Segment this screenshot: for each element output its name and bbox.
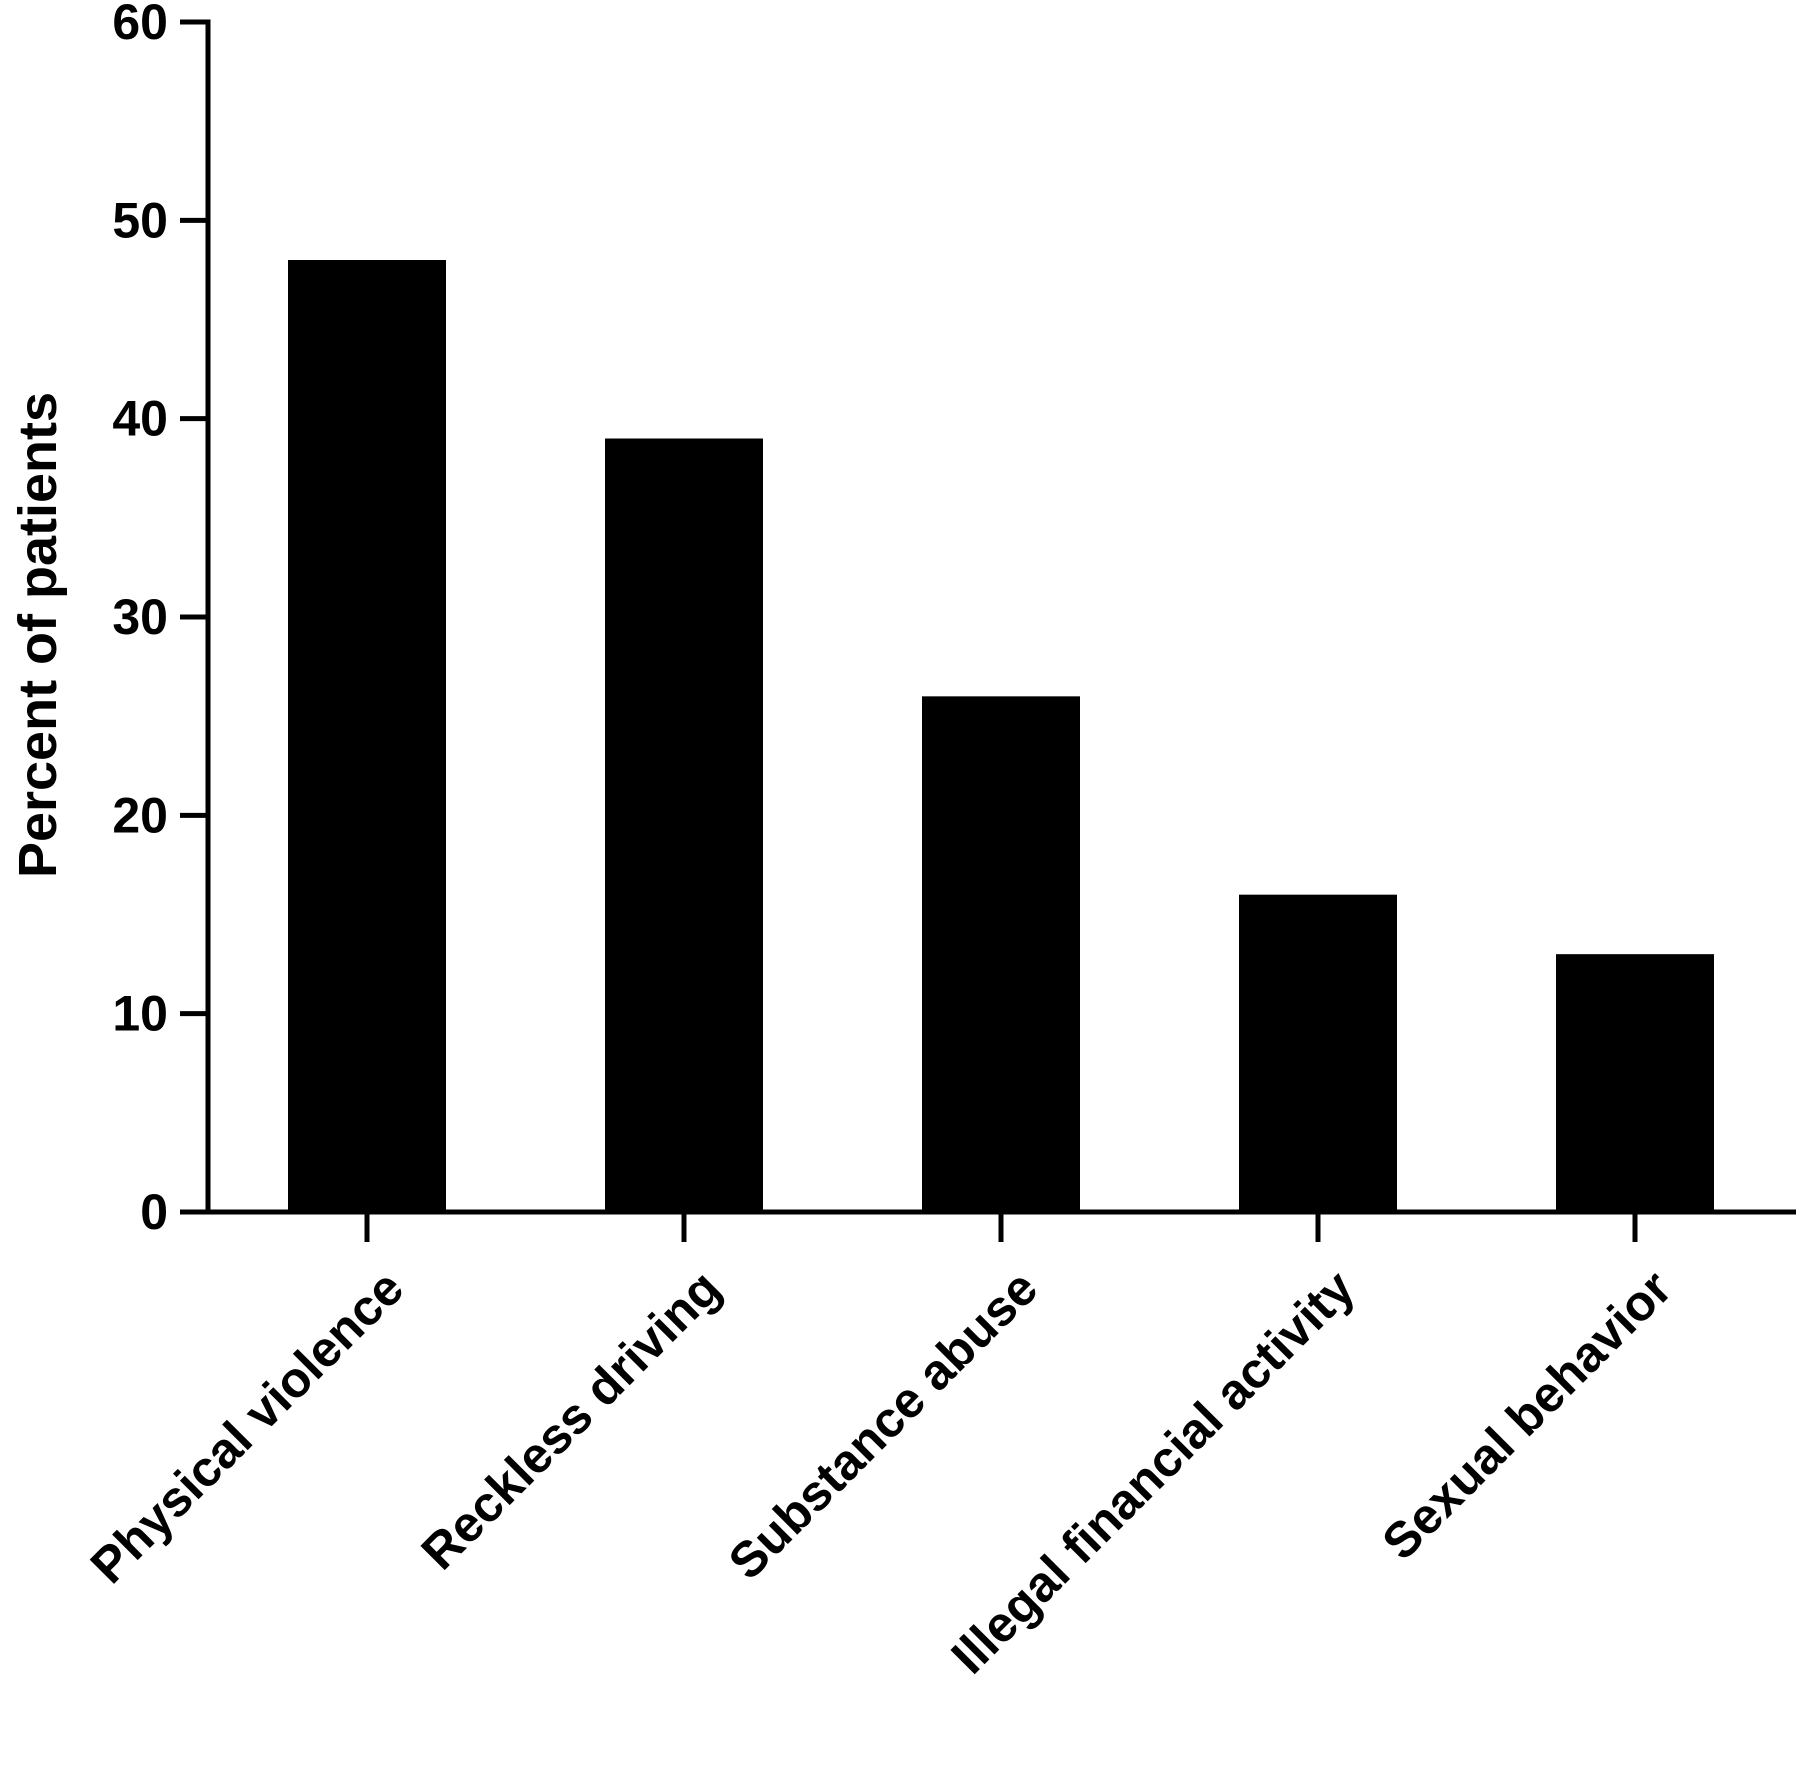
- bar-5: [1556, 954, 1714, 1212]
- y-axis-ticks: 0 10 20 30 40 50 60: [112, 0, 208, 1240]
- bar-1: [288, 260, 446, 1212]
- y-tick-label-40: 40: [112, 391, 168, 447]
- y-tick-label-30: 30: [112, 589, 168, 645]
- x-tick-label-1: Physical violence: [80, 1260, 414, 1594]
- bars: [288, 260, 1714, 1212]
- y-tick-label-60: 60: [112, 0, 168, 50]
- bar-3: [922, 696, 1080, 1212]
- y-axis-label: Percent of patients: [8, 392, 68, 878]
- bar-2: [605, 438, 763, 1212]
- x-tick-label-2: Reckless driving: [411, 1260, 732, 1581]
- y-tick-label-0: 0: [140, 1184, 168, 1240]
- bar-4: [1239, 894, 1397, 1212]
- x-tick-label-5: Sexual behavior: [1371, 1260, 1682, 1571]
- y-tick-label-10: 10: [112, 986, 168, 1042]
- y-tick-label-50: 50: [112, 192, 168, 248]
- y-tick-label-20: 20: [112, 787, 168, 843]
- x-tick-label-3: Substance abuse: [718, 1260, 1048, 1590]
